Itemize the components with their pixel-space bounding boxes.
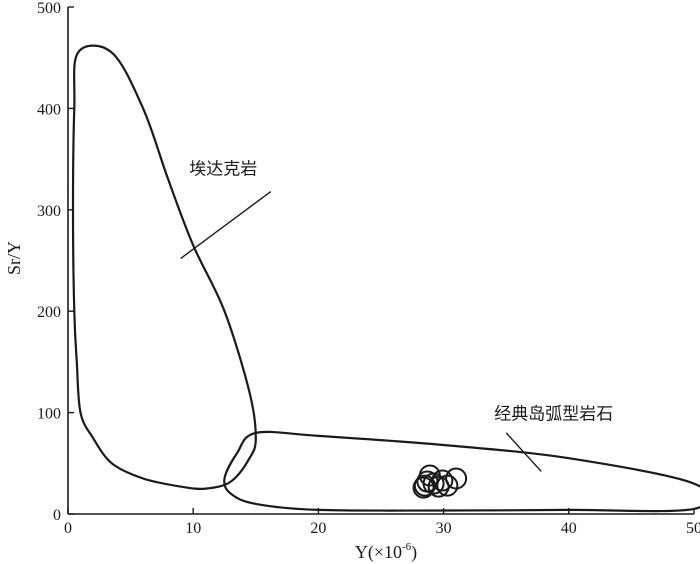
leader-lines	[180, 190, 542, 472]
field-boundary-0	[71, 44, 257, 491]
x-tick-label-20: 20	[310, 520, 326, 537]
sample-point-0-8	[431, 469, 454, 492]
y-tick-label-0: 0	[53, 507, 61, 524]
field-label-1: 经典岛弧型岩石	[494, 405, 613, 425]
sample-point-0-6	[427, 475, 450, 498]
y-tick-label-500: 500	[37, 0, 61, 17]
x-tick-label-50: 50	[686, 520, 700, 537]
y-tick-label-100: 100	[37, 406, 61, 423]
axes	[67, 7, 694, 515]
y-axis-title: Sr/Y	[4, 241, 24, 275]
y-tick-label-200: 200	[37, 304, 61, 321]
sample-point-0-7	[412, 476, 435, 499]
leader-line-0	[180, 190, 272, 260]
y-tick-label-400: 400	[37, 101, 61, 118]
leader-line-1	[505, 432, 542, 472]
x-axis-title: Y(×10-6)	[355, 541, 417, 563]
field-label-0: 埃达克岩	[189, 159, 257, 179]
x-tick-label-0: 0	[64, 520, 72, 537]
x-tick-label-40: 40	[561, 520, 577, 537]
sample-points	[412, 464, 468, 499]
x-tick-label-10: 10	[185, 520, 201, 537]
sample-point-0-5	[445, 467, 468, 490]
field-boundaries	[71, 44, 700, 513]
sample-point-0-3	[422, 472, 445, 495]
y-tick-label-300: 300	[37, 203, 61, 220]
x-tick-label-30: 30	[436, 520, 452, 537]
